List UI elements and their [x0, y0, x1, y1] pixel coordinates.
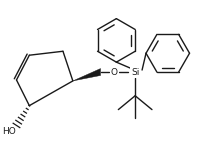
Text: HO: HO	[2, 127, 15, 136]
Text: Si: Si	[131, 67, 139, 77]
Text: O: O	[111, 67, 118, 77]
Polygon shape	[73, 69, 100, 81]
